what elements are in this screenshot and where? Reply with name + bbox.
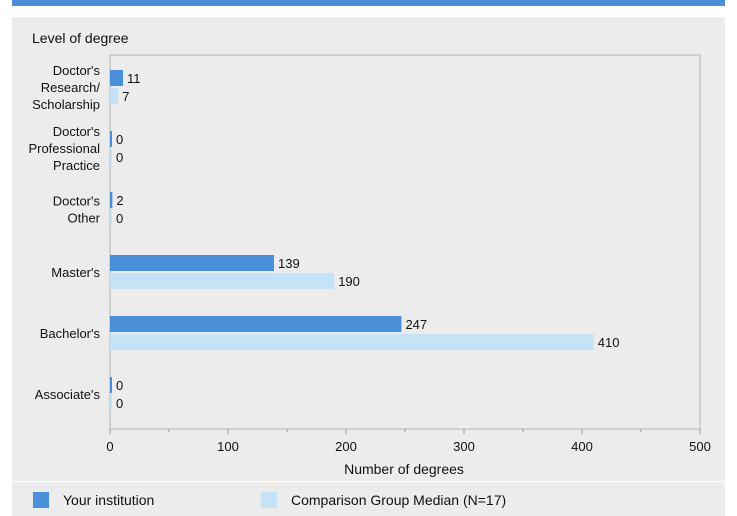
data-label: 0 [116, 211, 123, 226]
category-label: Master's [51, 265, 100, 280]
x-tick-label: 300 [453, 439, 475, 454]
data-label: 0 [116, 378, 123, 393]
data-label: 2 [116, 193, 123, 208]
legend-swatch-your-institution [33, 492, 49, 508]
x-tick-label: 200 [335, 439, 357, 454]
category-label: Professional [28, 141, 100, 156]
y-axis-title: Level of degree [32, 30, 129, 46]
data-label: 11 [127, 71, 141, 86]
plot-area: 0 100 200 300 400 500Doctor'sResearch/Scholar… [28, 54, 711, 454]
legend-item-comparison-group: Comparison Group Median (N=17) [261, 492, 506, 508]
x-tick-label: 0 [106, 439, 113, 454]
category-label: Doctor's [53, 124, 101, 139]
bar-comparison-group [110, 273, 335, 289]
data-label: 247 [405, 317, 427, 332]
category-label: Bachelor's [40, 326, 101, 341]
bar-comparison-group [110, 395, 112, 411]
top-accent-bar [12, 0, 725, 6]
category-label: Other [67, 211, 100, 226]
legend-label-comparison-group: Comparison Group Median (N=17) [291, 492, 507, 508]
chart-panel: Level of degree Number of degrees 0 100 20… [12, 17, 725, 481]
category-label: Research/ [41, 80, 101, 95]
legend-item-your-institution: Your institution [33, 492, 154, 508]
x-tick-label: 400 [571, 439, 593, 454]
category-label: Practice [53, 158, 100, 173]
x-tick-label: 100 [217, 439, 239, 454]
bar-your-institution [110, 316, 402, 332]
x-axis-title: Number of degrees [344, 461, 464, 477]
legend: Your institution Comparison Group Median… [12, 482, 725, 516]
x-tick-label: 500 [689, 439, 711, 454]
bar-comparison-group [110, 334, 594, 350]
data-label: 7 [122, 89, 129, 104]
data-label: 0 [116, 150, 123, 165]
bar-comparison-group [110, 88, 119, 104]
category-label: Doctor's [53, 194, 101, 209]
bar-your-institution [110, 192, 113, 208]
category-label: Doctor's [53, 63, 101, 78]
legend-label-your-institution: Your institution [63, 492, 155, 508]
bar-your-institution [110, 70, 123, 86]
category-label: Scholarship [32, 97, 100, 112]
bar-your-institution [110, 255, 275, 271]
data-label: 0 [116, 396, 123, 411]
plot-frame [109, 54, 701, 430]
bar-comparison-group [110, 149, 112, 165]
category-label: Associate's [35, 387, 101, 402]
data-label: 139 [278, 256, 300, 271]
bar-your-institution [110, 377, 112, 393]
data-label: 410 [598, 335, 620, 350]
legend-swatch-comparison-group [261, 492, 277, 508]
bar-comparison-group [110, 210, 112, 226]
data-label: 190 [338, 274, 360, 289]
bar-your-institution [110, 131, 112, 147]
bar-chart: Level of degree Number of degrees 0 100 20… [28, 30, 711, 477]
data-label: 0 [116, 132, 123, 147]
